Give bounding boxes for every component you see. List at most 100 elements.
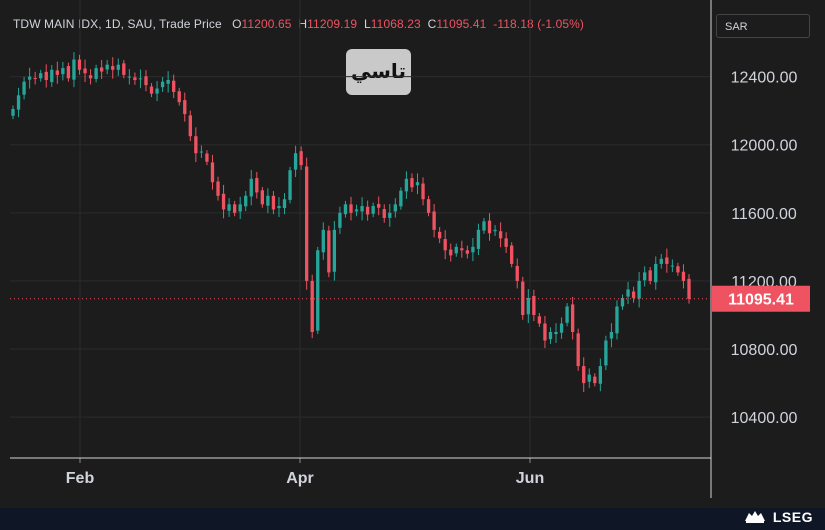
candle [576,328,580,371]
candle-body [360,206,364,212]
candle [360,197,364,221]
candle-body [282,199,287,209]
candle-body [393,204,397,212]
candle [227,198,231,217]
y-tick-label: 11600.00 [731,206,797,223]
candle [449,243,453,262]
candle [604,335,608,371]
candle-body [421,183,425,200]
high-value: 11209.19 [307,17,358,31]
candle-body [27,76,32,80]
candles [11,52,691,392]
candle-body [537,316,542,324]
candle [659,254,663,269]
candle-body [643,272,647,281]
low-value: 11068.23 [370,17,421,31]
candle [99,59,104,80]
low-label: L [364,17,371,31]
candle [559,317,564,339]
candle [216,176,220,201]
candle-body [570,304,575,333]
candle-body [631,291,636,298]
y-tick-label: 12400.00 [731,70,798,87]
candle [615,300,619,340]
candle-body [449,249,453,256]
last-price-label: 11095.41 [728,292,794,309]
symbol-label: TDW MAIN IDX, 1D, SAU, Trade Price [13,17,222,31]
candle-body [670,265,675,267]
candle-body [260,190,265,205]
candle-body [415,182,420,186]
candle-body [271,195,276,210]
candle-body [404,178,409,192]
candle-body [388,212,392,218]
candle [388,203,392,227]
candle [371,202,375,218]
candle [338,206,342,234]
candle [33,71,37,85]
candle [454,243,458,257]
candle [149,83,154,98]
candle [482,217,486,234]
candle-body [77,59,82,70]
candle-body [582,366,586,384]
candle [493,225,497,236]
candle-body [426,199,431,213]
x-tick-label: Apr [286,470,314,487]
candle [221,184,226,219]
candle-body [598,366,603,384]
candle-body [454,246,458,254]
candle-body [482,221,486,231]
candle [687,274,691,304]
candle [498,222,503,248]
candle [305,157,309,290]
x-tick-label: Jun [516,470,544,487]
candle [565,303,569,327]
candle-body [604,340,608,366]
candle-body [681,271,686,281]
candle [643,266,647,287]
candle-body [559,323,564,333]
candle-body [371,206,375,214]
candle-body [543,323,547,341]
candle-body [255,178,259,193]
currency-selector[interactable]: SAR [716,14,810,38]
candle [543,316,547,349]
candle-body [111,66,115,70]
candle [421,177,425,206]
candle [570,296,575,340]
candle [316,246,320,335]
candle-body [133,77,137,81]
candle [260,186,265,208]
candle-body [166,80,170,84]
candle [332,220,337,281]
candle [266,188,270,214]
candle [188,110,192,141]
candle [177,87,181,106]
open-label: O [232,17,242,31]
candle-body [487,220,492,234]
candle-body [377,203,381,208]
candle [460,240,464,258]
candle [404,171,409,199]
candle-body [687,278,691,299]
candle [310,274,314,339]
candle [365,200,370,221]
candle [183,92,187,122]
candle-body [238,204,242,212]
candle [72,52,76,88]
candle [22,76,26,100]
candle-body [565,306,569,323]
y-tick-label: 10800.00 [731,342,798,359]
candle [288,166,292,204]
candle [255,171,259,199]
candle-body [554,332,558,335]
candle [670,259,675,273]
candle [321,222,325,260]
candle [166,71,170,93]
candle-body [210,162,215,183]
candle-body [183,100,187,115]
candle-body [443,239,447,251]
candle-body [316,250,320,331]
lion-icon [744,511,765,523]
